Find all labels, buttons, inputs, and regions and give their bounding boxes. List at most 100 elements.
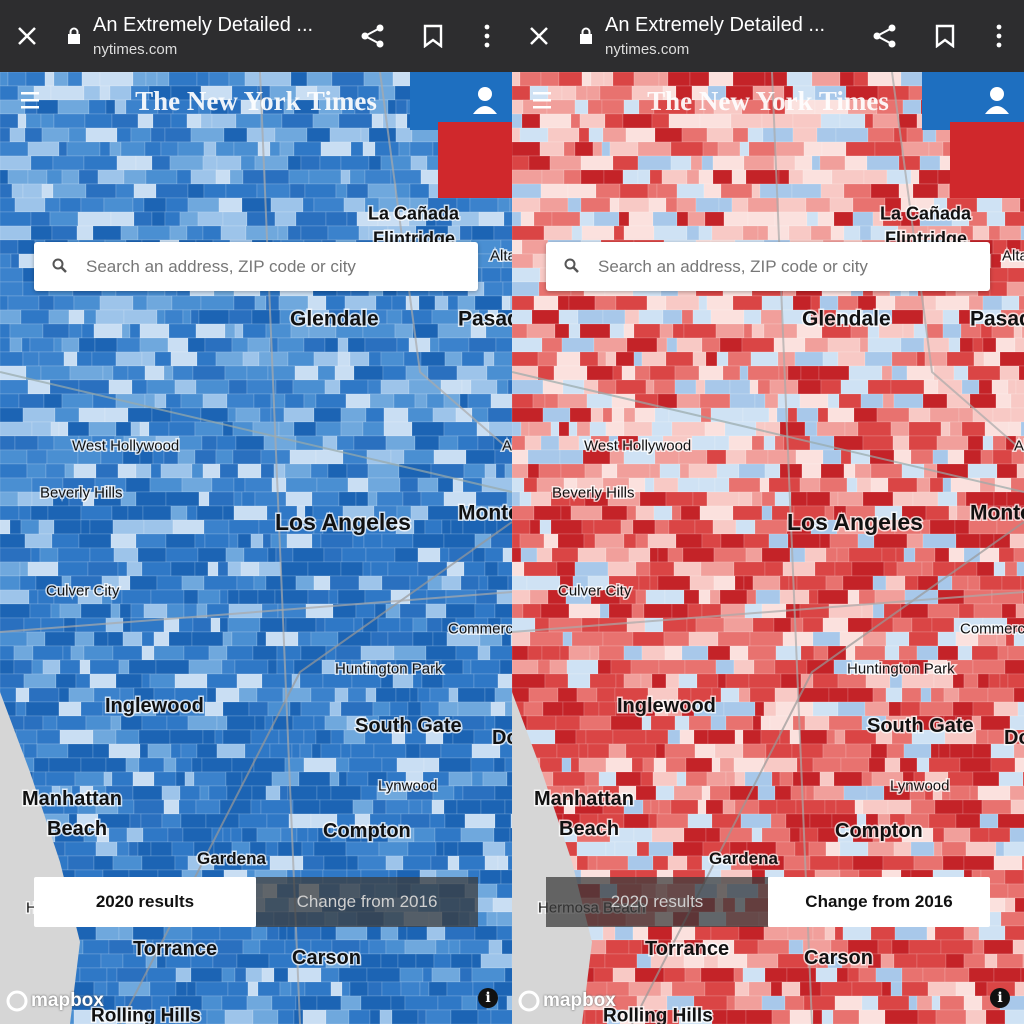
map-area	[0, 575, 21, 591]
map-area	[477, 1009, 492, 1024]
info-button[interactable]: i	[478, 988, 498, 1008]
map-area	[702, 141, 719, 157]
map-area	[111, 113, 139, 129]
map-area	[113, 547, 139, 563]
share-button[interactable]	[360, 23, 386, 49]
map-area	[586, 393, 613, 409]
page-url: nytimes.com	[605, 41, 690, 58]
menu-button[interactable]	[995, 24, 1003, 48]
bookmark-button[interactable]	[423, 24, 443, 48]
map-area	[260, 799, 294, 815]
map-area	[100, 953, 124, 969]
map-area	[211, 113, 237, 129]
map-area	[788, 939, 804, 955]
map-area	[428, 981, 448, 997]
map-area	[500, 239, 512, 255]
menu-button[interactable]	[483, 24, 491, 48]
map-area	[417, 687, 431, 703]
map-area	[833, 771, 863, 787]
map-area	[667, 855, 688, 871]
map-area	[153, 631, 170, 647]
map-area	[543, 225, 573, 241]
map-area	[419, 981, 430, 997]
map-area	[117, 463, 137, 479]
map-area	[1006, 281, 1024, 297]
map-area	[193, 771, 227, 787]
toggle-option[interactable]: Change from 2016	[768, 877, 990, 927]
map-area	[0, 477, 33, 493]
map-area	[707, 729, 736, 745]
map-area	[67, 743, 94, 759]
map-area	[228, 309, 253, 325]
info-button[interactable]: i	[990, 988, 1010, 1008]
map-area	[507, 575, 512, 591]
map-area	[47, 505, 82, 521]
map-area	[306, 72, 333, 87]
map-area	[41, 127, 70, 143]
share-button[interactable]	[872, 23, 898, 49]
map-area	[512, 169, 543, 185]
map-area	[714, 477, 730, 493]
map-area	[112, 645, 143, 661]
map-area	[828, 687, 849, 703]
map-area	[241, 491, 256, 507]
search-box[interactable]: Search an address, ZIP code or city	[34, 242, 478, 291]
map-area	[933, 365, 955, 381]
map-label: Downey	[492, 727, 512, 749]
map-area	[519, 533, 545, 549]
map-area	[953, 365, 969, 381]
map-area	[194, 533, 206, 549]
map-area	[303, 393, 317, 409]
map-area	[457, 687, 486, 703]
map-area	[137, 547, 167, 563]
map-area	[302, 1009, 327, 1024]
map-area	[285, 491, 313, 507]
map-area	[296, 827, 309, 843]
map-area	[522, 603, 542, 619]
map-area	[404, 939, 437, 955]
map-area	[681, 309, 694, 325]
bookmark-button[interactable]	[935, 24, 955, 48]
map-label: Glendale	[290, 307, 379, 330]
map-area	[706, 449, 727, 465]
toggle-option[interactable]: 2020 results	[34, 877, 256, 927]
map-area	[557, 533, 585, 549]
map-area	[864, 351, 893, 367]
map-area	[256, 827, 282, 843]
map-area	[464, 813, 496, 829]
search-box[interactable]: Search an address, ZIP code or city	[546, 242, 990, 291]
map-area	[383, 421, 413, 437]
map-area	[568, 421, 578, 437]
map-area	[334, 687, 349, 703]
map-area	[695, 197, 720, 213]
map-area	[128, 841, 139, 857]
close-button[interactable]	[17, 26, 37, 46]
map-area	[273, 967, 289, 983]
map-area	[790, 617, 804, 633]
map-area	[819, 771, 835, 787]
map-area	[792, 113, 822, 129]
map-area	[512, 295, 535, 311]
map-area	[265, 631, 299, 647]
map-area	[672, 841, 704, 857]
map-area	[805, 785, 815, 801]
map-area	[779, 463, 803, 479]
map-area	[216, 743, 246, 759]
map-area	[762, 127, 794, 143]
toggle-option[interactable]: 2020 results	[546, 877, 768, 927]
map-area	[670, 799, 699, 815]
map-area	[861, 771, 873, 787]
close-button[interactable]	[529, 26, 549, 46]
map-area	[512, 435, 526, 451]
map-area	[698, 295, 708, 311]
map-area	[742, 407, 770, 423]
map-area	[934, 547, 950, 563]
map-area	[195, 323, 226, 339]
map-area	[867, 379, 892, 395]
map-area	[868, 757, 886, 773]
map-area	[78, 407, 106, 423]
map-area	[110, 603, 121, 619]
map-area	[246, 211, 276, 227]
toggle-option[interactable]: Change from 2016	[256, 877, 478, 927]
map-area	[844, 155, 868, 171]
